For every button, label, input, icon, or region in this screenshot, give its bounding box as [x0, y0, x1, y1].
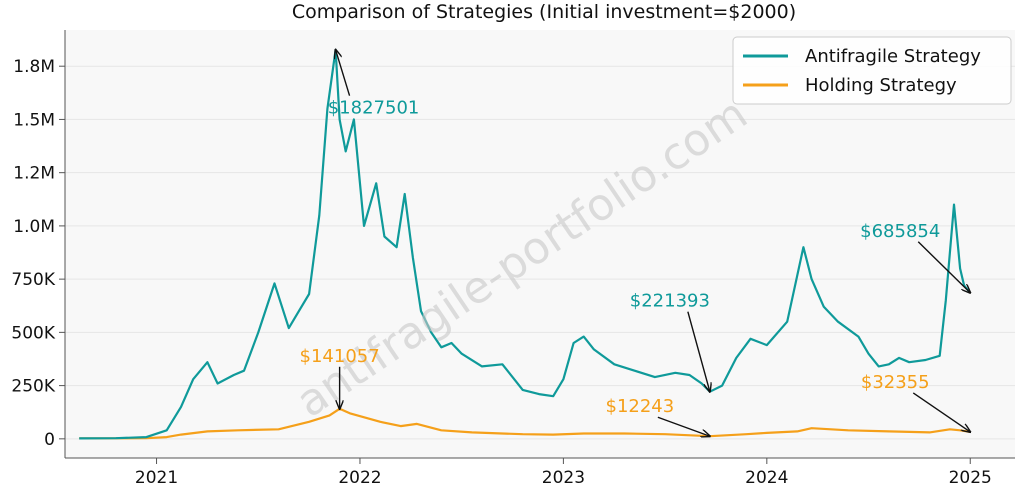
grid-lines [65, 65, 1015, 440]
x-axis: 2021 2022 2023 2024 2025 [135, 458, 992, 488]
annotation-arrow [912, 392, 970, 432]
y-axis: 0 250K 500K 750K 1.0M 1.2M 1.5M 1.8M [11, 57, 65, 450]
y-tick-label: 1.5M [13, 110, 55, 130]
y-tick-label: 500K [11, 323, 55, 343]
legend-box [732, 36, 1012, 105]
annotation-arrow [917, 241, 970, 293]
series-line-antifragile [79, 48, 972, 440]
y-tick-label: 1.2M [13, 164, 55, 184]
legend: Antifragile Strategy Holding Strategy [732, 36, 1012, 105]
annotation-label: $12243 [606, 396, 675, 417]
x-tick-label: 2021 [135, 468, 178, 488]
legend-label-antifragile: Antifragile Strategy [805, 46, 981, 67]
annotation-label: $141057 [300, 346, 380, 367]
annotation-label: $685854 [860, 221, 940, 242]
annotations: $1827501 $221393 $685854 $141057 $12243 $3235… [300, 50, 971, 437]
annotation-label: $1827501 [328, 98, 420, 119]
annotation-label: $32355 [861, 372, 930, 393]
y-tick-label: 0 [44, 430, 55, 450]
annotation-arrow [336, 50, 351, 96]
x-tick-label: 2024 [745, 468, 788, 488]
annotation-arrow [687, 311, 710, 392]
x-tick-label: 2025 [949, 468, 992, 488]
legend-label-holding: Holding Strategy [805, 75, 957, 96]
x-tick-label: 2023 [542, 468, 585, 488]
chart-title: Comparison of Strategies (Initial invest… [292, 1, 796, 23]
y-tick-label: 1.0M [13, 217, 55, 237]
y-tick-label: 1.8M [13, 57, 55, 77]
series-line-holding [79, 407, 971, 440]
annotation-label: $221393 [630, 291, 710, 312]
x-tick-label: 2022 [338, 468, 381, 488]
annotation-arrow [657, 416, 710, 436]
y-tick-label: 750K [11, 270, 55, 290]
series-lines [79, 48, 972, 440]
y-tick-label: 250K [11, 377, 55, 397]
